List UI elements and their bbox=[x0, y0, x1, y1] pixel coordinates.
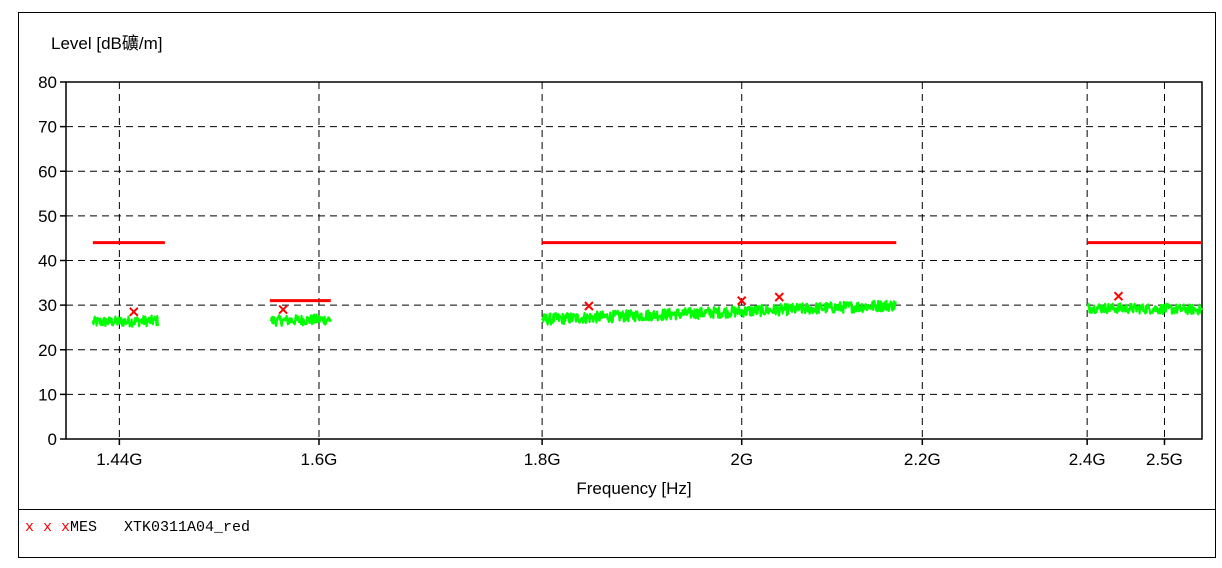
y-tick-label: 50 bbox=[38, 207, 57, 226]
measurement-marker bbox=[774, 292, 784, 302]
trace-segment bbox=[91, 314, 160, 328]
y-tick-label: 60 bbox=[38, 162, 57, 181]
x-axis-title: Frequency [Hz] bbox=[576, 479, 691, 498]
y-tick-label: 10 bbox=[38, 385, 57, 404]
y-tick-label: 30 bbox=[38, 296, 57, 315]
x-tick-label: 2.5G bbox=[1146, 450, 1183, 469]
legend: x x xMES XTK0311A04_red bbox=[25, 519, 250, 539]
chart-frame: 0 10 20 30 40 50 60 70 80 1.44G 1.6G 1.8G 2G 2.2G 2.4G… bbox=[18, 12, 1216, 558]
y-tick-label: 0 bbox=[48, 430, 57, 449]
y-axis-title: Level [dB礦/m] bbox=[51, 34, 163, 53]
legend-marker: x x x bbox=[25, 519, 71, 536]
measurement-marker bbox=[278, 304, 288, 315]
x-tick-label: 2G bbox=[730, 450, 753, 469]
legend-label: MES XTK0311A04_red bbox=[70, 519, 251, 536]
trace-segment bbox=[269, 313, 332, 327]
chart-plot: 0 10 20 30 40 50 60 70 80 1.44G 1.6G 1.8G 2G 2.2G 2.4G… bbox=[38, 34, 1204, 498]
y-tick-label: 80 bbox=[38, 73, 57, 92]
trace-segment bbox=[1086, 302, 1204, 316]
measurement-marker bbox=[129, 307, 139, 317]
x-tick-label: 2.2G bbox=[904, 450, 941, 469]
legend-divider bbox=[19, 509, 1215, 510]
measurement-marker bbox=[737, 295, 747, 306]
x-tick-label: 2.4G bbox=[1069, 450, 1106, 469]
y-tick-label: 70 bbox=[38, 118, 57, 137]
y-tick-label: 20 bbox=[38, 341, 57, 360]
measurement-marker bbox=[1113, 291, 1124, 301]
trace-segment bbox=[541, 299, 898, 326]
x-tick-label: 1.8G bbox=[524, 450, 561, 469]
x-tick-label: 1.44G bbox=[96, 450, 142, 469]
measurement-marker bbox=[584, 301, 594, 311]
y-tick-label: 40 bbox=[38, 252, 57, 271]
x-tick-label: 1.6G bbox=[301, 450, 338, 469]
